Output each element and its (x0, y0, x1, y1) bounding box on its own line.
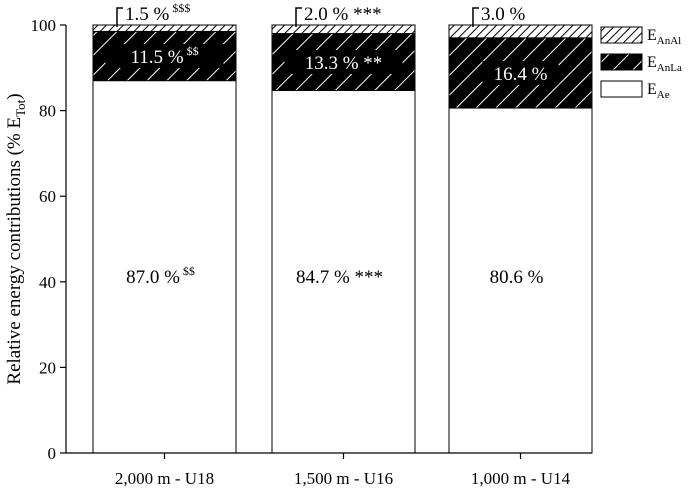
bar-segment-ae-1 (92, 80, 237, 454)
x-tick-label-2: 1,500 m - U16 (294, 469, 393, 488)
label-anla-box-2 (284, 50, 403, 75)
legend-swatch-anal (600, 26, 643, 44)
leader-line-2 (295, 7, 302, 27)
legend-swatch-anla (600, 53, 643, 71)
y-axis-title: Relative energy contributions (% ETot) (4, 93, 28, 384)
bar-segment-anal-1 (92, 24, 237, 32)
y-tick-label-0: 0 (48, 444, 57, 463)
label-anla-box-1 (105, 44, 224, 69)
label-ae-2: 84.7 % *** (296, 267, 383, 288)
label-anla-3: 16.4 % (494, 64, 548, 85)
y-tick-label-80: 80 (39, 102, 56, 121)
label-anla-box-3 (482, 60, 559, 85)
y-tick-label-60: 60 (39, 187, 56, 206)
label-ae-1: 87.0 % $$ (126, 264, 195, 288)
y-tick-label-100: 100 (31, 16, 57, 35)
legend-label-anla: EAnLa (647, 54, 682, 74)
label-anla-1: 11.5 % $$ (130, 44, 198, 68)
legend-label-ae: EAe (647, 81, 670, 101)
label-anal-1: 1.5 % $$$ (125, 1, 190, 25)
bar-segment-anal-2 (271, 24, 416, 35)
axes: 0 20 40 60 80 100 2,000 m - U18 1,500 m - U16 1,… (4, 16, 592, 488)
leader-line-3 (472, 7, 479, 27)
bar-segment-ae-3 (448, 107, 593, 454)
x-tick-label-3: 1,000 m - U14 (471, 469, 571, 488)
legend: EAnAl EAnLa EAe (600, 26, 682, 101)
bar-segment-anal-3 (448, 24, 593, 39)
y-tick-label-40: 40 (39, 273, 56, 292)
label-anal-3: 3.0 % (481, 4, 526, 25)
label-anla-2: 13.3 % ** (305, 53, 383, 74)
legend-swatch-ae (600, 80, 643, 98)
plot-area (92, 24, 593, 454)
x-tick-label-1: 2,000 m - U18 (115, 469, 214, 488)
data-labels: 87.0 % $$ 84.7 % *** 80.6 % 11.5 % $$ 13.3 %… (105, 1, 559, 288)
label-anal-2: 2.0 % *** (304, 4, 382, 25)
legend-label-anal: EAnAl (647, 27, 681, 47)
leader-line-1 (116, 7, 123, 27)
label-ae-3: 80.6 % (490, 267, 544, 288)
y-tick-label-20: 20 (39, 358, 56, 377)
